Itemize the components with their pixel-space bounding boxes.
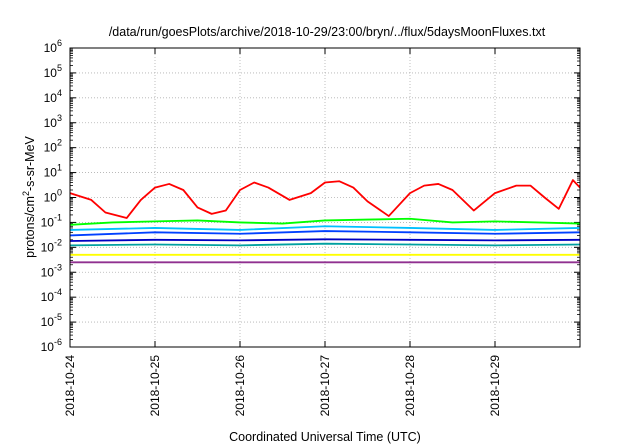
y-tick-label: 10-2 bbox=[41, 237, 62, 254]
x-tick-label: 2018-10-24 bbox=[63, 355, 77, 417]
y-tick-label-base: 10 bbox=[44, 91, 58, 105]
y-tick-label-base: 10 bbox=[44, 141, 58, 155]
x-tick-label: 2018-10-25 bbox=[148, 355, 162, 417]
y-tick-label-exponent: -6 bbox=[54, 337, 62, 347]
y-tick-label-base: 10 bbox=[44, 166, 58, 180]
y-axis-label-part2: -s-sr-MeV bbox=[23, 135, 37, 191]
y-tick-label: 10-5 bbox=[41, 312, 62, 329]
y-tick-label-exponent: 4 bbox=[57, 88, 62, 98]
y-tick-label-exponent: 3 bbox=[57, 113, 62, 123]
y-tick-label: 10-6 bbox=[41, 337, 62, 354]
chart-title: /data/run/goesPlots/archive/2018-10-29/2… bbox=[109, 25, 546, 39]
x-tick-label: 2018-10-26 bbox=[233, 355, 247, 417]
y-tick-label-exponent: -5 bbox=[54, 312, 62, 322]
series-line-5 bbox=[69, 242, 581, 247]
x-tick-labels: 2018-10-24 2018-10-25 2018-10-26 2018-10-27… bbox=[63, 355, 502, 417]
y-tick-label-base: 10 bbox=[44, 41, 58, 55]
series-line-3 bbox=[69, 225, 581, 231]
y-tick-label-exponent: 6 bbox=[57, 38, 62, 48]
y-tick-label: 106 bbox=[44, 38, 62, 55]
y-tick-labels: 10-610-510-410-310-210-11001011021031041… bbox=[41, 38, 62, 354]
y-tick-label-exponent: 0 bbox=[57, 188, 62, 198]
y-tick-label-exponent: -3 bbox=[54, 262, 62, 272]
y-tick-label: 10-4 bbox=[41, 287, 62, 304]
y-tick-label: 102 bbox=[44, 138, 62, 155]
y-tick-label-base: 10 bbox=[44, 116, 58, 130]
y-tick-label-base: 10 bbox=[44, 191, 58, 205]
y-tick-label: 10-1 bbox=[41, 212, 62, 229]
series-line-6 bbox=[69, 238, 581, 242]
y-tick-label-base: 10 bbox=[44, 66, 58, 80]
y-axis-label: protons/cm2-s-sr-MeV bbox=[21, 135, 37, 257]
y-tick-label-base: 10 bbox=[41, 340, 55, 354]
y-tick-label-base: 10 bbox=[41, 315, 55, 329]
y-tick-label-exponent: -2 bbox=[54, 237, 62, 247]
y-tick-label: 10-3 bbox=[41, 262, 62, 279]
x-tick-label: 2018-10-28 bbox=[403, 355, 417, 417]
y-tick-label: 100 bbox=[44, 188, 62, 205]
data-lines bbox=[69, 179, 581, 264]
y-tick-label: 104 bbox=[44, 88, 62, 105]
series-line-1 bbox=[69, 179, 581, 219]
y-tick-label-exponent: -4 bbox=[54, 287, 62, 297]
x-axis-label: Coordinated Universal Time (UTC) bbox=[229, 430, 421, 444]
x-tick-label: 2018-10-27 bbox=[318, 355, 332, 417]
y-tick-label-exponent: 5 bbox=[57, 63, 62, 73]
y-tick-label-base: 10 bbox=[41, 265, 55, 279]
y-tick-label: 101 bbox=[44, 163, 62, 180]
y-tick-label-exponent: 2 bbox=[57, 138, 62, 148]
series-line-2 bbox=[69, 217, 581, 226]
y-tick-label-exponent: -1 bbox=[54, 212, 62, 222]
y-tick-label-exponent: 1 bbox=[57, 163, 62, 173]
y-axis-label-part1: protons/cm bbox=[23, 196, 37, 258]
y-tick-label-base: 10 bbox=[41, 240, 55, 254]
y-tick-label: 103 bbox=[44, 113, 62, 130]
y-tick-label: 105 bbox=[44, 63, 62, 80]
y-tick-label-base: 10 bbox=[41, 215, 55, 229]
series-line-4 bbox=[69, 230, 581, 237]
x-tick-label: 2018-10-29 bbox=[488, 355, 502, 417]
grid bbox=[70, 48, 580, 347]
y-axis-label-superscript: 2 bbox=[21, 191, 31, 196]
y-tick-label-base: 10 bbox=[41, 290, 55, 304]
plot-frame bbox=[69, 47, 581, 348]
